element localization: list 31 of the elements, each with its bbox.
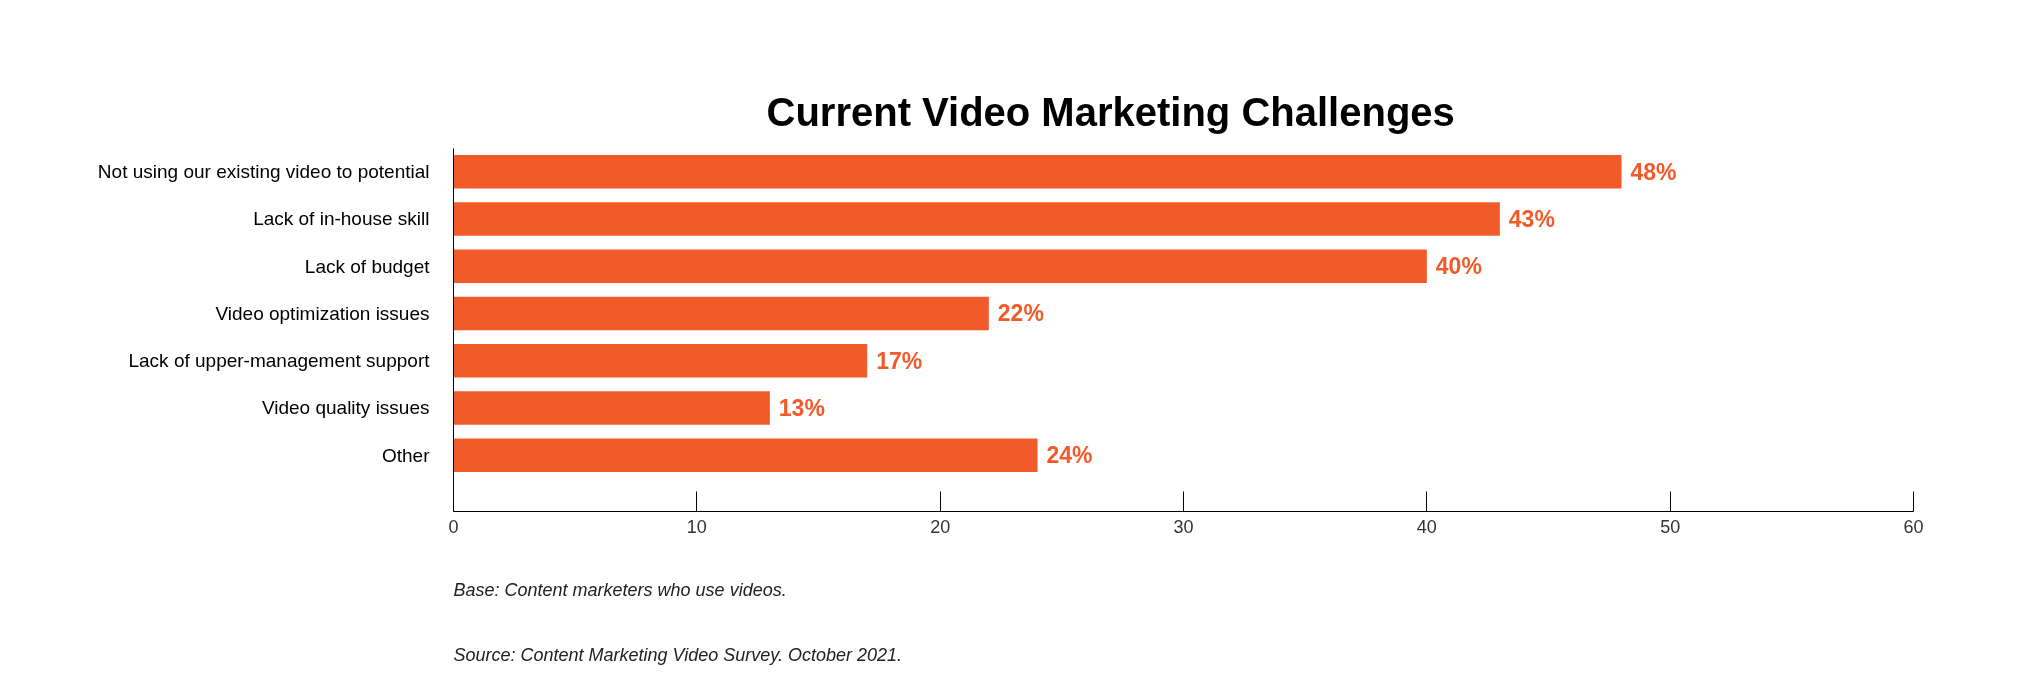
data-label: 43% [1508, 205, 1555, 232]
x-tick-label: 30 [1173, 516, 1194, 537]
y-tick-label: Lack of upper-management support [128, 350, 431, 372]
bar [453, 343, 868, 378]
x-tick-label: 50 [1660, 516, 1681, 537]
source-note: Source: Content Marketing Video Survey. October 2021. [453, 644, 903, 665]
data-label: 24% [1046, 442, 1093, 469]
bar [453, 391, 770, 425]
bar [453, 202, 1500, 236]
y-tick-label: Lack of budget [304, 255, 431, 277]
data-label: 17% [876, 347, 923, 374]
x-tick-label: 40 [1416, 516, 1437, 537]
data-label: 13% [778, 394, 825, 421]
text: Base: Content marketers who use videos. [453, 580, 787, 600]
bar [453, 249, 1427, 283]
y-tick-label: Other [381, 444, 431, 466]
y-tick-label: Video quality issues [261, 397, 430, 419]
x-tick-label: 60 [1903, 516, 1924, 537]
bar [453, 296, 989, 331]
bar [453, 438, 1038, 473]
x-tick-label: 0 [448, 516, 459, 537]
chart-title: Current Video Marketing Challenges [766, 89, 1455, 134]
y-tick-label: Not using our existing video to potential [97, 161, 430, 183]
x-tick-label: 10 [686, 516, 707, 537]
data-label: 40% [1435, 253, 1482, 280]
y-tick-label: Lack of in-house skill [253, 208, 430, 230]
bar [453, 154, 1622, 189]
data-label: 22% [997, 300, 1044, 327]
data-label: 48% [1630, 158, 1677, 185]
x-tick-label: 20 [930, 516, 951, 537]
y-tick-label: Video optimization issues [215, 302, 430, 324]
